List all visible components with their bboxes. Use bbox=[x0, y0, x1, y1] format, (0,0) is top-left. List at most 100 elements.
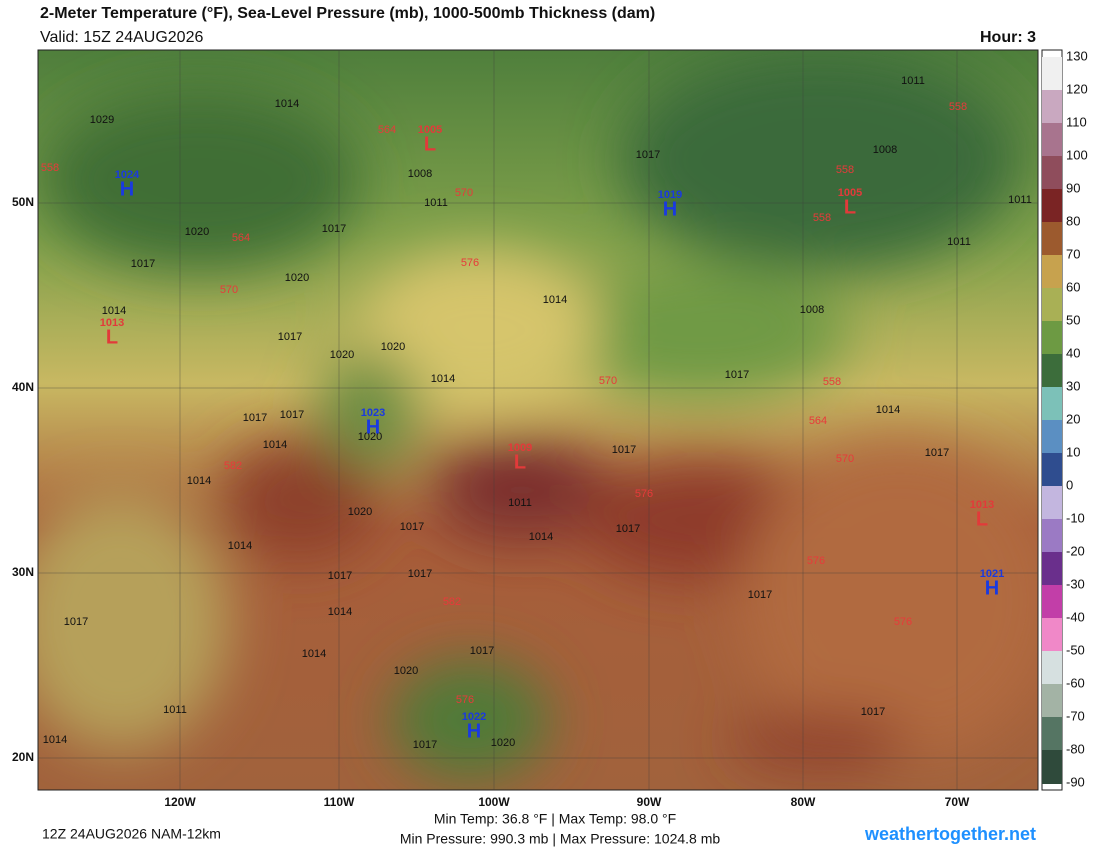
isobar-label: 1014 bbox=[43, 734, 67, 746]
lon-label: 120W bbox=[164, 795, 196, 809]
colorbar-label: 80 bbox=[1066, 213, 1080, 228]
isobar-label: 1011 bbox=[901, 75, 925, 87]
center-value: 1013 bbox=[970, 499, 994, 511]
isobar-label: 1017 bbox=[861, 706, 885, 718]
isobar-label: 1014 bbox=[187, 475, 211, 487]
title: 2-Meter Temperature (°F), Sea-Level Pres… bbox=[40, 5, 655, 22]
isobar-label: 1017 bbox=[278, 331, 302, 343]
lat-label: 20N bbox=[12, 750, 34, 764]
thickness-label: 564 bbox=[232, 232, 250, 244]
colorbar-segment bbox=[1042, 552, 1062, 586]
colorbar-label: -80 bbox=[1066, 741, 1085, 756]
thickness-label: 576 bbox=[461, 257, 479, 269]
colorbar-segment bbox=[1042, 156, 1062, 190]
colorbar-label: 20 bbox=[1066, 411, 1080, 426]
colorbar-label: -10 bbox=[1066, 510, 1085, 525]
lat-label: 30N bbox=[12, 565, 34, 579]
isobar-label: 1020 bbox=[381, 341, 405, 353]
isobar-label: 1020 bbox=[348, 506, 372, 518]
forecast-hour: Hour: 3 bbox=[980, 29, 1036, 46]
isobar-label: 1008 bbox=[873, 144, 897, 156]
center-symbol: H bbox=[663, 198, 677, 220]
isobar-label: 1011 bbox=[1008, 194, 1032, 206]
isobar-label: 1014 bbox=[431, 373, 455, 385]
center-value: 1021 bbox=[980, 568, 1004, 580]
isobar-label: 1014 bbox=[275, 98, 299, 110]
center-symbol: L bbox=[106, 326, 118, 348]
colorbar-label: -50 bbox=[1066, 642, 1085, 657]
colorbar-segment bbox=[1042, 453, 1062, 487]
isobar-label: 1017 bbox=[64, 616, 88, 628]
center-symbol: L bbox=[514, 451, 526, 473]
center-symbol: L bbox=[844, 196, 856, 218]
colorbar-label: -70 bbox=[1066, 708, 1085, 723]
valid-time: Valid: 15Z 24AUG2026 bbox=[40, 29, 203, 46]
colorbar-segment bbox=[1042, 90, 1062, 124]
colorbar-segment bbox=[1042, 750, 1062, 784]
isobar-label: 1017 bbox=[636, 149, 660, 161]
colorbar-segment bbox=[1042, 717, 1062, 751]
temp-range: Min Temp: 36.8 °F | Max Temp: 98.0 °F bbox=[434, 811, 676, 827]
isobar-label: 1014 bbox=[543, 294, 567, 306]
isobar-label: 1017 bbox=[131, 258, 155, 270]
model-run: 12Z 24AUG2026 NAM-12km bbox=[42, 826, 221, 842]
center-value: 1009 bbox=[508, 442, 532, 454]
center-value: 1022 bbox=[462, 711, 486, 723]
isobar-label: 1017 bbox=[408, 568, 432, 580]
colorbar-segment bbox=[1042, 486, 1062, 520]
isobar-label: 1014 bbox=[263, 439, 287, 451]
colorbar-label: 0 bbox=[1066, 477, 1073, 492]
center-symbol: H bbox=[985, 577, 999, 599]
thickness-label: 576 bbox=[456, 694, 474, 706]
thickness-label: 570 bbox=[599, 375, 617, 387]
lon-label: 70W bbox=[945, 795, 970, 809]
thickness-label: 558 bbox=[949, 101, 967, 113]
isobar-label: 1011 bbox=[424, 197, 448, 209]
isobar-label: 1020 bbox=[330, 349, 354, 361]
isobar-label: 1029 bbox=[90, 114, 114, 126]
isobar-label: 1011 bbox=[508, 497, 532, 509]
colorbar-label: 110 bbox=[1066, 114, 1087, 129]
isobar-label: 1017 bbox=[612, 444, 636, 456]
colorbar-segment bbox=[1042, 123, 1062, 157]
lon-label: 100W bbox=[478, 795, 510, 809]
colorbar-segment bbox=[1042, 255, 1062, 289]
center-value: 1005 bbox=[838, 187, 862, 199]
thickness-label: 564 bbox=[378, 124, 396, 136]
isobar-label: 1017 bbox=[470, 645, 494, 657]
isobar-label: 1017 bbox=[413, 739, 437, 751]
thickness-label: 576 bbox=[807, 555, 825, 567]
colorbar-segment bbox=[1042, 651, 1062, 685]
lon-label: 110W bbox=[324, 795, 355, 809]
isobar-label: 1011 bbox=[947, 236, 971, 248]
map-frame bbox=[37, 49, 1039, 791]
center-symbol: H bbox=[120, 178, 134, 200]
isobar-label: 1017 bbox=[925, 447, 949, 459]
isobar-label: 1020 bbox=[358, 431, 382, 443]
colorbar-segment bbox=[1042, 222, 1062, 256]
thickness-label: 570 bbox=[220, 284, 238, 296]
isobar-label: 1017 bbox=[748, 589, 772, 601]
isobar-label: 1008 bbox=[408, 168, 432, 180]
lon-label: 90W bbox=[637, 795, 662, 809]
colorbar-label: 40 bbox=[1066, 345, 1080, 360]
center-symbol: H bbox=[366, 416, 380, 438]
site-link[interactable]: weathertogether.net bbox=[864, 824, 1036, 844]
thickness-label: 582 bbox=[224, 460, 242, 472]
isobar-label: 1008 bbox=[800, 304, 824, 316]
colorbar-segment bbox=[1042, 321, 1062, 355]
thickness-label: 576 bbox=[635, 488, 653, 500]
center-value: 1023 bbox=[361, 407, 385, 419]
thickness-label: 570 bbox=[455, 187, 473, 199]
lat-label: 50N bbox=[12, 195, 34, 209]
isobar-label: 1017 bbox=[616, 523, 640, 535]
isobar-label: 1014 bbox=[228, 540, 252, 552]
isobar-label: 1014 bbox=[529, 531, 553, 543]
isobar-label: 1020 bbox=[491, 737, 515, 749]
isobar-label: 1014 bbox=[102, 305, 126, 317]
thickness-label: 576 bbox=[894, 616, 912, 628]
colorbar-segment bbox=[1042, 618, 1062, 652]
colorbar-label: -20 bbox=[1066, 543, 1085, 558]
colorbar-label: -60 bbox=[1066, 675, 1085, 690]
